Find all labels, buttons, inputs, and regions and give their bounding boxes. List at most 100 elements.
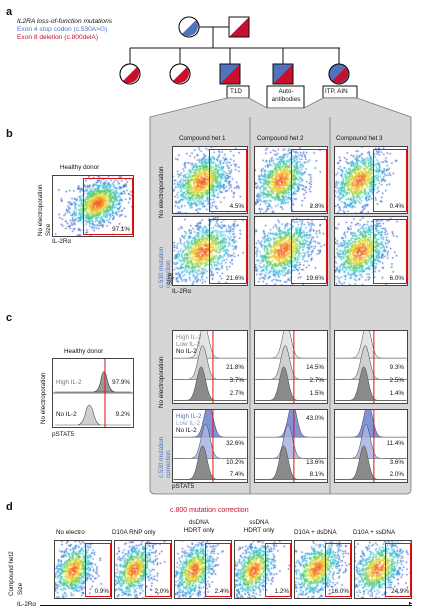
d-size: Size [17,582,24,595]
c-bot-3-pct-1: 3.6% [389,459,404,466]
d-xaxis: IL-2Rα [17,601,37,608]
d-plot-3: 1.2% [234,540,292,599]
c-plot-bottom-2: 43.0% 13.6% 8.1% [254,409,328,483]
child3-symbol [219,63,241,85]
c-healthy-title: Healthy donor [64,348,104,355]
b-plot-bottom-2: 19.6% [254,216,328,286]
c-bot-1-pct-0: 32.6% [226,440,244,447]
legend-line3: Exon 8 deletion (c.800delA) [17,34,99,41]
c-plot-top-2: 14.5% 2.7% 1.5% [254,330,328,404]
c-row-bottom-label: c.530 mutation correction [158,436,172,478]
b-pct-top-3: 0.4% [389,203,404,210]
d-plot-2: 2.4% [174,540,232,599]
c-top-1-high: High IL-2 [176,334,202,341]
c-xaxis: pSTAT5 [172,483,195,490]
b-plot-top-3: 0.4% [334,146,408,214]
b-healthy-yaxis: No electroporation [37,184,44,236]
b-healthy-size: Size [45,223,52,236]
b-pct-bottom-3: 6.0% [389,275,404,282]
c-healthy-high-pct: 97.9% [112,379,130,386]
d-pct-5: 24.9% [391,588,409,595]
c-plot-top-3: 9.3% 2.5% 1.4% [334,330,408,404]
c-top-2-pct-0: 14.5% [306,364,324,371]
b-col3-title: Compound het 3 [336,135,383,142]
histogram-curve [255,331,327,359]
c-bot-3-pct-0: 11.4% [386,440,404,447]
c-bot-1-low: Low IL-2 [176,420,201,427]
legend: IL2RA loss-of-function mutations Exon 4 … [17,18,112,42]
c-top-3-pct-1: 2.5% [389,377,404,384]
c-top-3-pct-2: 1.4% [389,390,404,397]
b-pct-bottom-2: 19.6% [306,275,324,282]
c-bot-2-pct-2: 8.1% [309,471,324,478]
d-plot-1: 2.0% [114,540,172,599]
b-healthy-pct: 97.1% [112,226,130,233]
pedigree-label-t1d: T1D [230,88,242,95]
c-top-2-pct-2: 1.5% [309,390,324,397]
d-pct-0: 0.9% [94,588,109,595]
b-healthy-density [53,176,133,236]
b-healthy-plot: 97.1% [52,175,134,237]
d-col-title-4: D10A + dsDNA [294,529,337,536]
child2-symbol [169,63,191,85]
b-pct-bottom-1: 21.6% [226,275,244,282]
c-top-1-pct-0: 21.8% [226,364,244,371]
b-pct-top-2: 2.8% [309,203,324,210]
panel-d-letter: d [6,501,13,513]
c-top-3-pct-0: 9.3% [389,364,404,371]
d-pct-3: 1.2% [274,588,289,595]
c-top-1-none: No IL-2 [176,348,197,355]
c-healthy-xaxis: pSTAT5 [52,431,75,438]
b-row-top-label: No electroporation [158,166,165,218]
c-healthy-none-pct: 9.2% [115,411,130,418]
d-plot-0: 0.9% [54,540,112,599]
b-plot-bottom-1: 21.6% [172,216,248,286]
b-pct-top-1: 4.5% [229,203,244,210]
c-plot-top-1: High IL-2 Low IL-2 No IL-2 21.8% 3.7% 2.… [172,330,248,404]
d-pct-1: 2.0% [154,588,169,595]
legend-line2: Exon 4 stop codon (c.530A>G) [17,26,108,33]
child5-symbol [328,63,350,85]
c-bot-2-pct-0: 43.0% [306,415,324,422]
histogram-curve [335,410,407,438]
father-symbol [228,16,250,38]
child4-symbol [272,63,294,85]
d-yaxis: Compound het2 [8,551,15,596]
d-col-title-1: D10A RNP only [112,529,156,536]
c-bot-1-none: No IL-2 [176,427,197,434]
c-bot-1-high: High IL-2 [176,413,202,420]
b-healthy-xaxis: IL-2Rα [52,238,72,245]
c-bot-2-pct-1: 13.6% [306,459,324,466]
histogram-curve [335,331,407,359]
legend-line1: IL2RA loss-of-function mutations [17,18,113,25]
d-col-title-3: ssDNA HDRT only [243,519,275,534]
d-col-title-2: dsDNA HDRT only [183,519,215,534]
pedigree-label-autoantibodies: Auto- antibodies [271,88,301,103]
d-pct-4: 16.0% [331,588,349,595]
panel-c-letter: c [6,312,13,324]
b-healthy-title: Healthy donor [60,164,100,171]
pedigree-label-itp: ITP, AIN [325,88,348,95]
c-plot-bottom-3: 11.4% 3.6% 2.0% [334,409,408,483]
c-top-1-pct-2: 2.7% [229,390,244,397]
c-top-2-pct-1: 2.7% [309,377,324,384]
b-plot-bottom-3: 6.0% [334,216,408,286]
d-col-title-5: D10A + ssDNA [353,529,396,536]
c-bot-3-pct-2: 2.0% [389,471,404,478]
c-healthy-plot: High IL-2 97.9% No IL-2 9.2% [52,358,134,428]
c-bot-1-pct-1: 10.2% [226,459,244,466]
c-healthy-none-label: No IL-2 [56,411,77,418]
d-plot-5: 24.9% [354,540,412,599]
c-healthy-high-label: High IL-2 [56,379,82,386]
panel-b-letter: b [6,128,13,140]
d-pct-2: 2.4% [214,588,229,595]
b-xaxis: IL-2Rα [172,288,192,295]
c-top-1-low: Low IL-2 [176,341,201,348]
panel-a-letter: a [6,6,13,18]
d-col-title-0: No electro [56,529,85,536]
b-plot-top-1: 4.5% [172,146,248,214]
c-row-top-label: No electroporation [158,356,165,408]
mother-symbol [178,16,200,38]
c-bot-1-pct-2: 7.4% [229,471,244,478]
c-healthy-yaxis: No electroporation [40,372,47,424]
